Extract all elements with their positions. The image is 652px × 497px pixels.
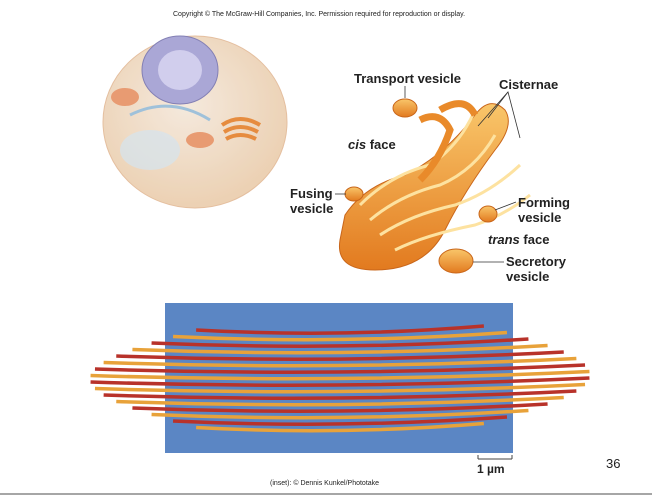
cisterna-stripe xyxy=(132,343,548,355)
cisterna-stripe xyxy=(172,415,508,426)
cisterna-stripe xyxy=(196,324,485,335)
golgi-drawing xyxy=(338,98,531,274)
label: trans face xyxy=(488,232,549,247)
cisterna-stripe xyxy=(103,356,577,368)
cisterna-stripe xyxy=(151,408,529,420)
label-text: face xyxy=(369,137,396,152)
label-italic: trans xyxy=(488,232,520,247)
label: Forming vesicle xyxy=(518,195,570,225)
label: cis face xyxy=(348,137,396,152)
cisterna-stripe xyxy=(90,369,590,381)
cisterna-stripe xyxy=(172,330,508,342)
label-italic: cis xyxy=(348,137,367,152)
cisterna-stripe xyxy=(151,337,529,348)
cisterna-stripe xyxy=(132,402,548,413)
scale-label: 1 µm xyxy=(477,462,505,476)
cisterna-stripe xyxy=(94,382,586,394)
scale-bar xyxy=(477,455,513,460)
page-number: 36 xyxy=(606,456,621,471)
copyright: Copyright © The McGraw-Hill Companies, I… xyxy=(173,11,466,18)
cisterna-stripe xyxy=(196,421,485,433)
leader-lines xyxy=(335,86,521,263)
cisterna-stripe xyxy=(116,395,564,407)
cisterna-stripe xyxy=(90,376,590,387)
micrograph xyxy=(90,303,590,453)
label-text: face xyxy=(523,232,550,247)
cell-sketch xyxy=(102,35,288,209)
credit: (inset): © Dennis Kunkel/Phototake xyxy=(270,480,380,487)
label: Fusing vesicle xyxy=(290,186,334,216)
cisterna-stripe xyxy=(94,363,586,374)
cisterna-stripe xyxy=(103,389,577,400)
cisterna-stripe xyxy=(116,350,564,361)
label: Transport vesicle xyxy=(354,71,461,86)
label: Cisternae xyxy=(499,77,559,92)
label: Secretory vesicle xyxy=(506,254,566,284)
